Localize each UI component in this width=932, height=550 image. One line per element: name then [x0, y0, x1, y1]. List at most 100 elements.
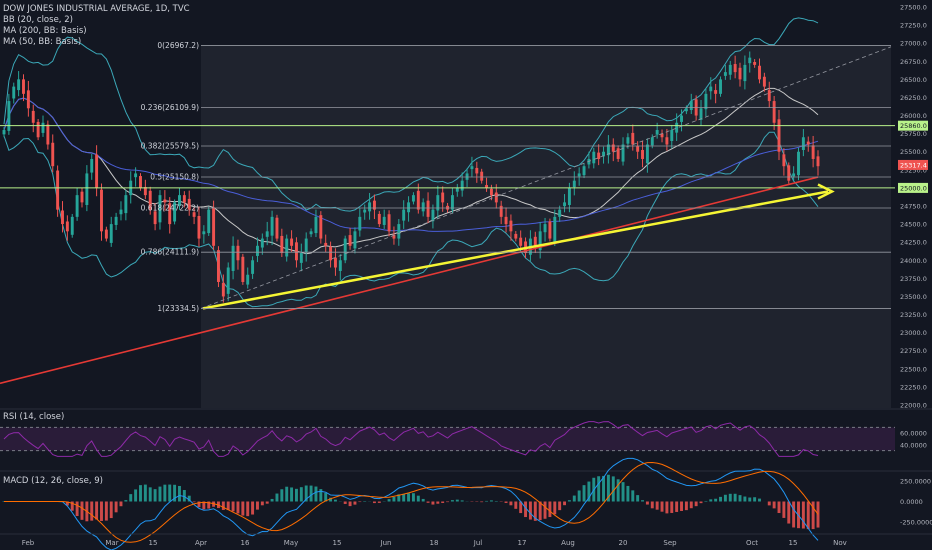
candle[interactable]	[90, 153, 94, 180]
candle[interactable]	[543, 217, 547, 242]
candle[interactable]	[616, 145, 620, 162]
candle[interactable]	[733, 55, 737, 79]
macd-line[interactable]	[4, 457, 819, 550]
candle[interactable]	[499, 200, 503, 225]
candle[interactable]	[670, 124, 674, 149]
candle[interactable]	[236, 239, 240, 270]
candle[interactable]	[787, 162, 791, 184]
candle[interactable]	[348, 227, 352, 250]
candle[interactable]	[251, 256, 255, 279]
candle[interactable]	[509, 214, 513, 241]
candle[interactable]	[753, 59, 757, 68]
candle[interactable]	[621, 137, 625, 166]
candle[interactable]	[255, 237, 259, 263]
candle[interactable]	[801, 128, 805, 157]
candle[interactable]	[743, 55, 747, 90]
rsi-legend[interactable]: RSI (14, close)	[3, 412, 65, 422]
fib-diagonal-line[interactable]	[200, 46, 892, 309]
candle[interactable]	[319, 211, 323, 244]
candle[interactable]	[31, 104, 35, 133]
candle[interactable]	[270, 210, 274, 246]
candle[interactable]	[767, 81, 771, 108]
candle[interactable]	[592, 147, 596, 169]
candle[interactable]	[2, 127, 6, 138]
candle[interactable]	[65, 215, 69, 241]
candle[interactable]	[187, 190, 191, 216]
candle[interactable]	[372, 194, 376, 220]
candle[interactable]	[397, 219, 401, 246]
candle[interactable]	[153, 203, 157, 231]
candle[interactable]	[762, 72, 766, 92]
yellow-support-trendline[interactable]	[202, 190, 829, 310]
candle[interactable]	[163, 190, 167, 211]
candle[interactable]	[436, 185, 440, 219]
candle[interactable]	[338, 254, 342, 281]
candle[interactable]	[56, 165, 60, 217]
candle[interactable]	[548, 218, 552, 242]
candle[interactable]	[806, 136, 810, 152]
candle[interactable]	[421, 198, 425, 217]
candle[interactable]	[231, 236, 235, 280]
candle[interactable]	[811, 135, 815, 168]
candle[interactable]	[723, 64, 727, 80]
macd-pane[interactable]: 250.0000 0.0000 -250.0000	[0, 457, 932, 550]
candle[interactable]	[402, 200, 406, 229]
candle[interactable]	[363, 204, 367, 220]
red-trendline[interactable]	[0, 176, 819, 385]
candle[interactable]	[333, 248, 337, 276]
candle[interactable]	[377, 211, 381, 227]
candle[interactable]	[36, 119, 40, 141]
candle[interactable]	[480, 168, 484, 184]
candle[interactable]	[221, 274, 225, 303]
candle[interactable]	[597, 144, 601, 166]
bb-lower-band[interactable]	[3, 131, 819, 308]
candle[interactable]	[358, 208, 362, 237]
candle[interactable]	[714, 83, 718, 104]
candle[interactable]	[217, 246, 220, 288]
candle[interactable]	[553, 209, 557, 247]
candle[interactable]	[70, 213, 74, 238]
candle[interactable]	[485, 177, 489, 192]
candle[interactable]	[314, 209, 318, 238]
candle[interactable]	[387, 210, 391, 237]
candle[interactable]	[207, 206, 211, 236]
candle[interactable]	[382, 209, 386, 229]
candle[interactable]	[519, 230, 523, 250]
candle[interactable]	[684, 105, 688, 115]
candle[interactable]	[75, 187, 79, 221]
candle[interactable]	[353, 227, 357, 254]
legend-ma200[interactable]: MA (200, BB: Basis)	[3, 26, 87, 36]
candle[interactable]	[114, 212, 118, 231]
candle[interactable]	[738, 62, 742, 87]
bb-upper-band[interactable]	[3, 17, 819, 212]
candle[interactable]	[197, 206, 201, 247]
candle[interactable]	[275, 214, 279, 242]
candle[interactable]	[26, 80, 30, 117]
candle[interactable]	[324, 234, 328, 252]
candle[interactable]	[148, 186, 152, 215]
candle[interactable]	[61, 201, 64, 233]
candle[interactable]	[665, 128, 669, 151]
macd-signal-line[interactable]	[4, 461, 819, 543]
candle[interactable]	[104, 226, 108, 242]
candle[interactable]	[309, 228, 313, 238]
candle[interactable]	[455, 183, 459, 197]
candle[interactable]	[758, 58, 761, 84]
candle[interactable]	[51, 134, 55, 173]
candle[interactable]	[109, 216, 113, 247]
candle[interactable]	[441, 186, 445, 212]
candle[interactable]	[489, 184, 493, 201]
candle[interactable]	[689, 93, 693, 115]
candle[interactable]	[475, 161, 479, 183]
rsi-pane[interactable]: 40.0000 60.0000	[0, 408, 932, 457]
candle[interactable]	[816, 150, 820, 176]
candle[interactable]	[12, 82, 16, 104]
candle[interactable]	[299, 243, 303, 272]
ma200-line[interactable]	[3, 97, 819, 232]
candle[interactable]	[178, 187, 181, 210]
candle[interactable]	[192, 207, 196, 225]
candle[interactable]	[611, 138, 615, 162]
legend-bb[interactable]: BB (20, close, 2)	[3, 15, 73, 25]
candle[interactable]	[158, 190, 162, 230]
candle[interactable]	[450, 187, 454, 214]
